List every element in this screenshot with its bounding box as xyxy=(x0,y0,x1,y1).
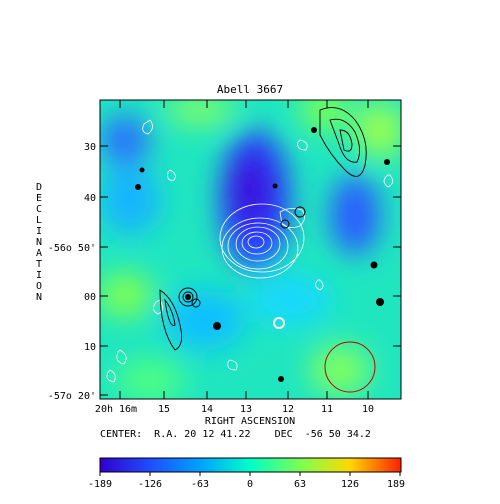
y-axis-label-letter: L xyxy=(36,215,42,226)
y-tick-label: -56o 50' xyxy=(48,243,96,254)
colorbar-tick-label: -63 xyxy=(191,479,209,490)
radio-contours xyxy=(159,107,367,351)
colorbar-tick-label: -189 xyxy=(88,479,112,490)
x-tick-label: 14 xyxy=(201,404,213,415)
x-tick-label: 12 xyxy=(282,404,294,415)
x-tick-label: 11 xyxy=(321,404,333,415)
colorbar-tick-label: 189 xyxy=(387,479,405,490)
y-tick-label: 40 xyxy=(84,193,96,204)
heatmap-image xyxy=(100,100,401,399)
chart-title: Abell 3667 xyxy=(217,83,283,96)
y-axis-label-letter: O xyxy=(36,281,42,292)
center-coordinates: CENTER: R.A. 20 12 41.22 DEC -56 50 34.2 xyxy=(100,429,371,440)
x-tick-label: 10 xyxy=(362,404,374,415)
x-tick-label: 20h 16m xyxy=(95,404,137,415)
x-tick-label: 13 xyxy=(240,404,252,415)
y-axis-label-letter: D xyxy=(36,182,42,193)
colorbar xyxy=(99,457,402,473)
colorbar-tick-label: 126 xyxy=(341,479,359,490)
y-tick-label: 00 xyxy=(84,292,96,303)
y-tick-label: 10 xyxy=(84,342,96,353)
y-axis-label-letter: C xyxy=(36,204,42,215)
colorbar-tick-label: 0 xyxy=(247,479,253,490)
colorbar-ticks xyxy=(99,472,401,476)
y-axis-label-letter: I xyxy=(36,226,42,237)
y-axis-label-letter: N xyxy=(36,237,42,248)
x-tick-label: 15 xyxy=(158,404,170,415)
beam-ellipse xyxy=(324,341,376,393)
x-axis-label: RIGHT ASCENSION xyxy=(205,416,295,427)
y-tick-label: 30 xyxy=(84,142,96,153)
y-tick-label: -57o 20' xyxy=(48,391,96,402)
colorbar-tick-label: -126 xyxy=(138,479,162,490)
point-sources xyxy=(135,127,390,382)
y-axis-label-letter: A xyxy=(36,248,42,259)
xray-contours xyxy=(106,119,393,383)
colorbar-tick-label: 63 xyxy=(294,479,306,490)
y-axis-label-letter: E xyxy=(36,193,42,204)
y-axis xyxy=(100,145,401,396)
y-axis-label-letter: N xyxy=(36,292,42,303)
center-marker xyxy=(273,317,285,329)
plot-frame xyxy=(99,99,402,400)
x-axis xyxy=(119,100,369,399)
y-axis-label-letter: T xyxy=(36,259,42,270)
y-axis-label-letter: I xyxy=(36,270,42,281)
